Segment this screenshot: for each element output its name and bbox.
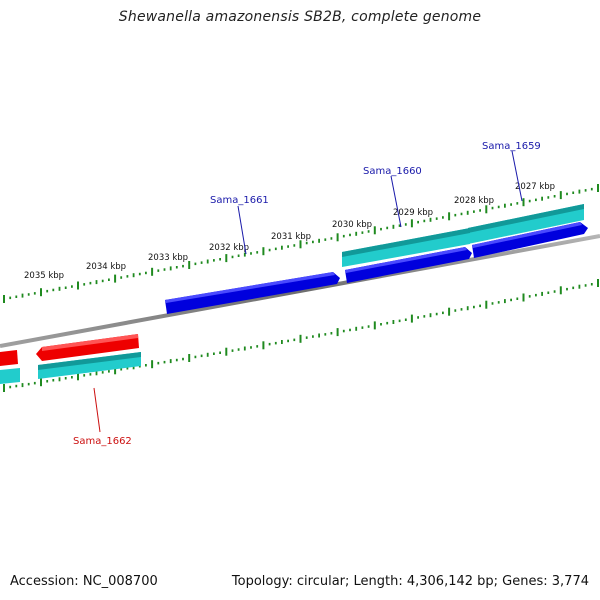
- gene-partial-left[interactable]: [0, 350, 18, 366]
- cds-partial-left[interactable]: [0, 368, 20, 384]
- map-title: Shewanella amazonensis SB2B, complete ge…: [118, 9, 482, 25]
- label-sama-1660[interactable]: Sama_1660: [363, 166, 422, 177]
- scale-label-2030: 2030 kbp: [332, 220, 372, 230]
- scale-label-2034: 2034 kbp: [86, 262, 126, 272]
- scale-label-2029: 2029 kbp: [393, 208, 433, 218]
- scale-ticks-forward: [3, 184, 599, 303]
- gene-sama-1661[interactable]: [165, 272, 340, 314]
- scale-label-2031: 2031 kbp: [271, 232, 311, 242]
- scale-label-2032: 2032 kbp: [209, 243, 249, 253]
- leader-sama-1661: [237, 205, 247, 255]
- cds-shade-1659: [468, 204, 584, 233]
- cds-shade-1662: [38, 352, 141, 370]
- scale-ticks-reverse: [3, 279, 599, 392]
- accession-text: Accession: NC_008700: [10, 574, 158, 589]
- gene-highlight-1660: [345, 247, 467, 273]
- gene-labels: Sama_1661 Sama_1660 Sama_1659 Sama_1662: [73, 141, 541, 447]
- scale-label-2028: 2028 kbp: [454, 196, 494, 206]
- label-sama-1661[interactable]: Sama_1661: [210, 195, 269, 206]
- label-sama-1659[interactable]: Sama_1659: [482, 141, 541, 152]
- genome-backbone: [0, 234, 600, 348]
- scale-label-2027: 2027 kbp: [515, 182, 555, 192]
- cds-shade-1660: [342, 228, 470, 257]
- scale-labels: 2035 kbp 2034 kbp 2033 kbp 2032 kbp 2031…: [24, 182, 555, 281]
- gene-sama-1660[interactable]: [345, 247, 472, 283]
- genome-summary-text: Topology: circular; Length: 4,306,142 bp…: [231, 574, 589, 589]
- gene-highlight-1661: [165, 272, 335, 303]
- label-leaders: [93, 150, 523, 433]
- forward-cds: [342, 204, 584, 267]
- label-sama-1662[interactable]: Sama_1662: [73, 436, 132, 447]
- leader-sama-1662: [93, 387, 101, 433]
- reverse-cds: [0, 352, 141, 384]
- gene-sama-1659[interactable]: [472, 222, 588, 258]
- gene-highlight-1659: [472, 222, 582, 248]
- forward-genes: [165, 222, 588, 314]
- leader-sama-1660: [390, 175, 402, 228]
- gene-highlight-1662: [42, 334, 138, 351]
- reverse-genes: [0, 334, 139, 366]
- leader-sama-1659: [511, 150, 523, 202]
- scale-label-2033: 2033 kbp: [148, 253, 188, 263]
- scale-label-2035: 2035 kbp: [24, 271, 64, 281]
